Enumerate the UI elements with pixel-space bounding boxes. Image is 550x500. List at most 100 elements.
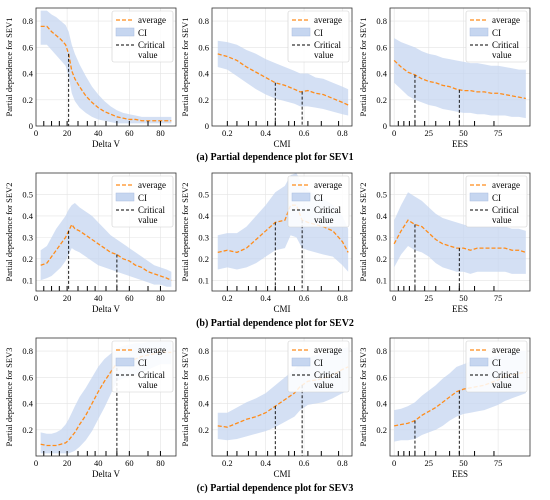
legend-box [111,10,174,63]
x-tick-label: 0 [392,128,396,138]
y-tick-label: 0.4 [198,399,209,409]
legend-average-label: average [138,345,166,355]
y-axis-label: Partial dependence for SEV2 [358,183,368,282]
panel-data [393,38,526,126]
legend-box [465,175,528,228]
x-tick-label: 0.8 [337,293,348,303]
average-line [40,223,172,281]
x-tick-label: 0.4 [260,293,271,303]
panel-frame [211,172,353,292]
ci-band [217,40,349,116]
y-tick-label: 0.5 [376,189,387,199]
y-tick-label: 0 [205,121,209,131]
chart-panel-1: 0 0.2 0.4 0.6 0.8 0.2 0.4 0.6 0.8 CMI Partial depe… [180,7,353,149]
y-tick-label: 0.8 [198,346,209,356]
legend-ci-swatch [291,357,311,367]
x-tick-label: 0 [392,293,396,303]
x-tick-label: 0.8 [337,128,348,138]
y-tick-label: 0.2 [22,425,33,435]
x-axis-label: CMI [273,304,290,314]
legend-average-label: average [492,345,520,355]
legend-ci-swatch [115,27,135,37]
legend-average-label: average [314,345,342,355]
y-tick-label: 0.4 [198,69,209,79]
x-tick-label: 0.2 [222,293,233,303]
y-tick-label: 0.4 [22,211,33,221]
y-tick-label: 0.3 [198,232,209,242]
legend-ci-swatch [115,357,135,367]
y-tick-label: 0 [383,121,387,131]
chart-panel-3: 0.1 0.2 0.3 0.4 0.5 0 20 40 60 80 Delta V Partial d… [4,172,177,314]
x-axis-label: Delta V [92,469,121,479]
y-tick-label: 0.6 [376,42,387,52]
x-tick-label: 75 [494,458,503,468]
panel-frame [389,7,531,127]
y-tick-label: 0.2 [22,95,33,105]
x-tick-label: 25 [425,128,434,138]
panel-frame [35,7,177,127]
caption-sev2: (b) Partial dependence plot for SEV2 [196,318,354,329]
legend-critical-label: Critical [492,370,519,380]
panel-data [40,203,172,291]
legend-box [111,175,174,228]
x-tick-label: 40 [94,128,103,138]
y-tick-label: 0.6 [376,372,387,382]
y-tick-label: 0.2 [198,425,209,435]
legend-ci-label: CI [138,28,147,38]
ci-band [394,38,526,119]
chart-panel-6: 0.2 0.4 0.6 0.8 0 20 40 60 80 Delta V Partial depe… [4,337,177,479]
y-tick-label: 0.4 [376,211,387,221]
y-axis-label: Partial dependence for SEV3 [4,348,14,447]
panel-frame [35,172,177,292]
legend-ci-swatch [469,192,489,202]
legend-ci-label: CI [492,358,501,368]
y-tick-label: 0.2 [376,95,387,105]
y-axis-label: Partial dependence for SEV3 [358,348,368,447]
row-captions: (a) Partial dependence plot for SEV1 (b)… [196,152,354,494]
legend-average-label: average [492,180,520,190]
y-tick-label: 0.6 [198,42,209,52]
x-tick-label: 0.6 [299,458,310,468]
y-tick-label: 0.2 [22,254,33,264]
legend-box [287,340,350,393]
y-axis-label: Partial dependence for SEV1 [180,18,190,117]
legend-ci-label: CI [314,28,323,38]
legend-box [287,10,350,63]
y-axis-label: Partial dependence for SEV2 [4,183,14,282]
legend-ci-label: CI [492,193,501,203]
x-tick-label: 50 [459,293,468,303]
y-tick-label: 0.5 [22,189,33,199]
legend-critical-label: Critical [138,205,165,215]
legend-critical-label: Critical [314,40,341,50]
x-tick-label: 80 [156,128,165,138]
legend-box [287,175,350,228]
x-tick-label: 20 [63,293,72,303]
y-tick-label: 0.4 [376,69,387,79]
y-tick-label: 0.8 [376,346,387,356]
x-axis-label: EES [452,304,468,314]
caption-sev1: (a) Partial dependence plot for SEV1 [196,152,353,163]
average-line [40,25,172,122]
x-tick-label: 50 [459,128,468,138]
x-tick-label: 40 [94,293,103,303]
legend-average-label: average [138,15,166,25]
y-tick-label: 0.6 [22,42,33,52]
panel-data [393,192,527,291]
legend-ci-label: CI [314,193,323,203]
x-tick-label: 0.6 [299,128,310,138]
x-tick-label: 60 [125,128,134,138]
chart-panel-5: 0.1 0.2 0.3 0.4 0.5 0 25 50 75 EES Partial depende… [358,172,531,314]
legend-critical-label-line2: value [314,215,334,225]
x-tick-label: 0.4 [260,458,271,468]
y-tick-label: 0.2 [376,254,387,264]
legend-average-label: average [314,15,342,25]
average-line [393,59,526,100]
y-tick-label: 0.3 [22,232,33,242]
x-tick-label: 0.6 [299,293,310,303]
panel-frame [35,337,177,457]
x-axis-label: CMI [273,469,290,479]
